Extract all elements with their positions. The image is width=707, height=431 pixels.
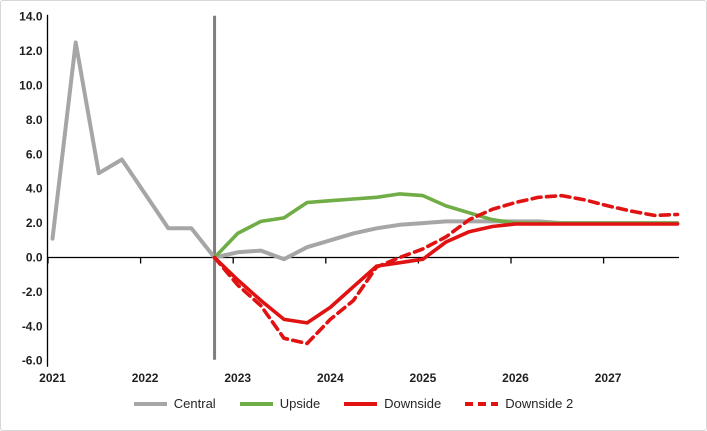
legend-item-central: Central (133, 396, 216, 411)
legend-swatch-downside-2 (465, 401, 499, 406)
x-axis-year-label: 2022 (132, 371, 159, 385)
y-axis-tick-label: -2.0 (22, 285, 43, 299)
y-axis-tick-label: 0.0 (26, 251, 43, 265)
legend-swatch-downside (344, 401, 378, 406)
series-line-downside (212, 222, 680, 325)
y-axis-tick-label: 6.0 (26, 147, 43, 161)
x-axis-year-label: 2023 (224, 371, 251, 385)
legend-item-upside: Upside (239, 396, 321, 411)
y-axis-tick-label: 2.0 (26, 216, 43, 230)
x-axis-year-label: 2024 (317, 371, 344, 385)
x-axis-year-label: 2027 (595, 371, 622, 385)
x-axis-year-label: 2025 (410, 371, 437, 385)
legend-label-downside: Downside (384, 396, 442, 411)
y-axis-tick-label: 14.0 (19, 10, 43, 24)
legend-item-downside: Downside (344, 396, 441, 411)
chart-legend: Central Upside Downside Downside 2 (1, 396, 706, 411)
series-line-central (50, 40, 680, 262)
legend-label-downside-2: Downside 2 (505, 396, 574, 411)
legend-swatch-central (133, 401, 167, 406)
y-axis-tick-label: -6.0 (22, 354, 43, 368)
legend-label-central: Central (173, 396, 216, 411)
y-axis-tick-label: 8.0 (26, 113, 43, 127)
legend-item-downside-2: Downside 2 (465, 396, 573, 411)
y-axis-tick-label: -4.0 (22, 319, 43, 333)
series-line-downside-2 (212, 193, 680, 346)
y-axis-tick-label: 4.0 (26, 182, 43, 196)
legend-swatch-upside (239, 401, 273, 406)
legend-label-upside: Upside (279, 396, 321, 411)
x-axis-year-label: 2026 (502, 371, 529, 385)
y-axis-tick-label: 10.0 (19, 79, 43, 93)
y-axis-tick-label: 12.0 (19, 44, 43, 58)
x-axis-year-label: 2021 (39, 371, 66, 385)
